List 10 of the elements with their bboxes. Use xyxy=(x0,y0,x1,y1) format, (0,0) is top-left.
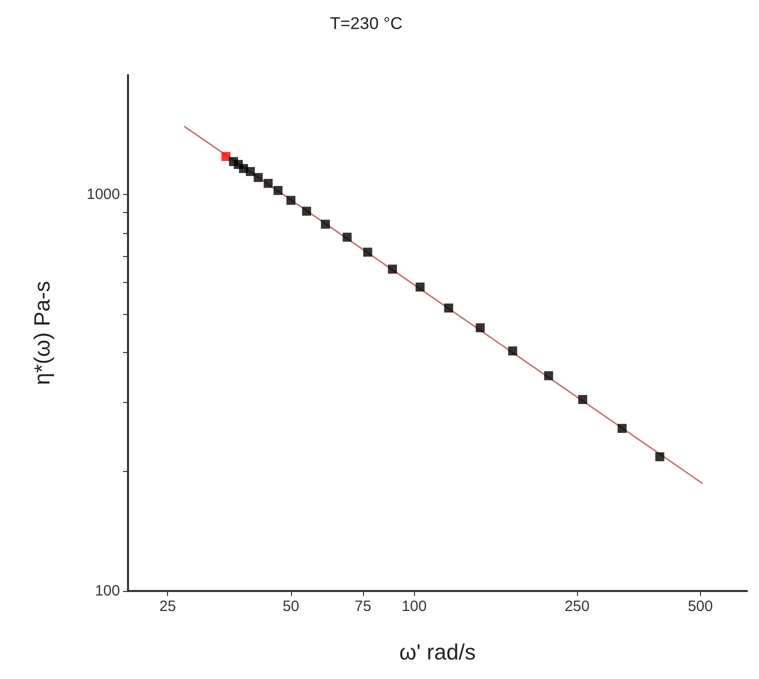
x-tick-label: 25 xyxy=(159,598,176,615)
x-tick-label: 100 xyxy=(402,598,427,615)
y-axis-title: η*(ω) Pa-s xyxy=(30,281,54,385)
x-tick-label: 250 xyxy=(564,598,590,615)
x-tick-label: 50 xyxy=(282,598,300,615)
x-tick-label: 500 xyxy=(688,598,713,615)
y-tick-label: 1000 xyxy=(86,186,120,203)
x-axis-title: ω' rad/s xyxy=(399,640,476,664)
x-tick-label: 75 xyxy=(354,598,372,615)
chart-title: T=230 °C xyxy=(330,14,402,33)
